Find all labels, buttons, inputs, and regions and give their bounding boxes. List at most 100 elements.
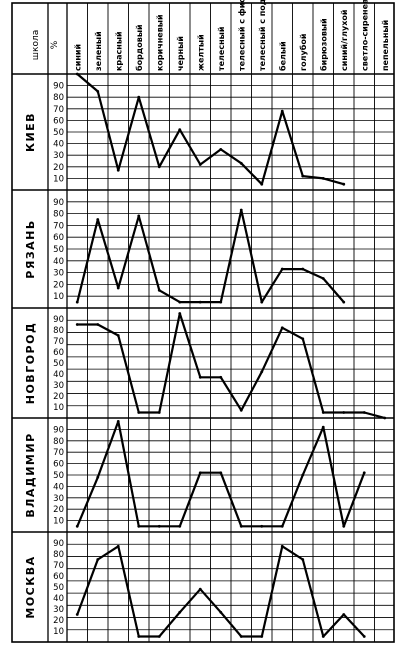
y-tick-label: 30: [53, 381, 64, 391]
y-tick-label: 70: [53, 105, 64, 115]
y-tick-label: 40: [53, 482, 64, 492]
data-point: [157, 411, 161, 414]
data-point: [137, 411, 141, 414]
data-point: [137, 214, 141, 218]
category-label: пепельный: [381, 20, 390, 71]
data-point: [157, 165, 161, 169]
data-point: [342, 300, 346, 304]
data-point: [219, 375, 223, 379]
data-point: [321, 635, 325, 638]
category-label: красный: [114, 31, 123, 71]
y-tick-label: 30: [53, 605, 64, 615]
data-point: [321, 277, 325, 280]
y-tick-label: 10: [53, 174, 64, 184]
data-point: [96, 218, 100, 221]
y-tick-label: 20: [53, 163, 64, 173]
data-point: [96, 323, 100, 326]
data-point: [280, 267, 284, 271]
data-point: [321, 425, 325, 429]
data-point: [219, 148, 223, 151]
data-point: [342, 182, 346, 186]
y-tick-label: 50: [53, 359, 64, 369]
data-point: [178, 610, 182, 614]
category-label: коричневый: [155, 14, 164, 71]
data-point: [321, 411, 325, 414]
data-point: [178, 300, 182, 304]
data-point: [301, 174, 305, 178]
labels: синий зеленый красный бордовый коричневый чер…: [24, 0, 390, 637]
y-tick-label: 50: [53, 245, 64, 255]
data-point: [178, 524, 182, 528]
y-tick-label: 70: [53, 448, 64, 458]
y-tick-label: 80: [53, 93, 64, 103]
data-point: [301, 267, 305, 271]
header-percent-label: %: [50, 40, 60, 49]
category-label: зеленый: [94, 31, 103, 71]
y-tick-label: 20: [53, 280, 64, 290]
y-tick-label: 60: [53, 116, 64, 126]
y-tick-label: 40: [53, 370, 64, 380]
data-point: [260, 182, 264, 186]
data-point: [116, 334, 120, 337]
data-point: [75, 300, 79, 304]
category-label: белый: [277, 41, 287, 71]
series-name-label: ВЛАДИМИР: [24, 432, 37, 517]
data-point: [75, 323, 79, 326]
y-tick-label: 30: [53, 151, 64, 161]
grid: [11, 2, 395, 643]
category-label: бордовый: [134, 24, 144, 71]
y-tick-label: 10: [53, 517, 64, 527]
data-point: [260, 370, 264, 374]
y-tick-label: 80: [53, 437, 64, 447]
data-point: [383, 416, 387, 420]
category-label: светло-сиреневый: [360, 0, 369, 71]
data-point: [116, 286, 120, 290]
series-name-label: НОВГОРОД: [24, 322, 37, 405]
data-point: [260, 635, 264, 638]
y-tick-label: 70: [53, 561, 64, 571]
data-point: [301, 558, 305, 561]
data-point: [198, 471, 202, 475]
header-school-label: школа: [31, 30, 41, 60]
y-tick-label: 40: [53, 594, 64, 604]
data-point: [198, 300, 202, 304]
data-point: [280, 524, 284, 528]
data-point: [301, 473, 305, 477]
y-tick-label: 20: [53, 505, 64, 515]
category-label: желтый: [196, 34, 205, 71]
data-point: [137, 524, 141, 528]
data-point: [362, 635, 366, 638]
y-tick-label: 90: [53, 198, 64, 208]
y-tick-label: 90: [53, 82, 64, 92]
y-tick-label: 90: [53, 539, 64, 549]
data-point: [75, 524, 79, 528]
y-tick-label: 30: [53, 269, 64, 279]
series-name-label: МОСКВА: [24, 555, 37, 618]
data-point: [198, 163, 202, 166]
data-point: [96, 90, 100, 93]
y-tick-label: 30: [53, 494, 64, 504]
y-tick-label: 50: [53, 471, 64, 481]
y-tick-label: 80: [53, 550, 64, 560]
y-tick-label: 90: [53, 425, 64, 435]
chart-frame: [11, 2, 395, 643]
data-point: [219, 610, 223, 614]
data-point: [116, 420, 120, 423]
series-line-5: [76, 545, 366, 638]
category-label: телесный с фиолетовым отсвет.: [237, 0, 246, 71]
y-tick-label: 60: [53, 572, 64, 582]
chart-header: школа %: [31, 30, 60, 60]
y-tick-label: 10: [53, 627, 64, 637]
data-point: [75, 613, 79, 616]
data-point: [239, 208, 243, 212]
y-tick-label: 80: [53, 210, 64, 220]
data-point: [137, 635, 141, 638]
data-point: [362, 411, 366, 414]
data-point: [342, 411, 346, 414]
data-point: [239, 161, 243, 165]
data-point: [116, 168, 120, 172]
y-tick-label: 70: [53, 337, 64, 347]
category-label: телесный с подкрасом: [258, 0, 267, 71]
data-point: [239, 635, 243, 638]
data-point: [96, 558, 100, 561]
